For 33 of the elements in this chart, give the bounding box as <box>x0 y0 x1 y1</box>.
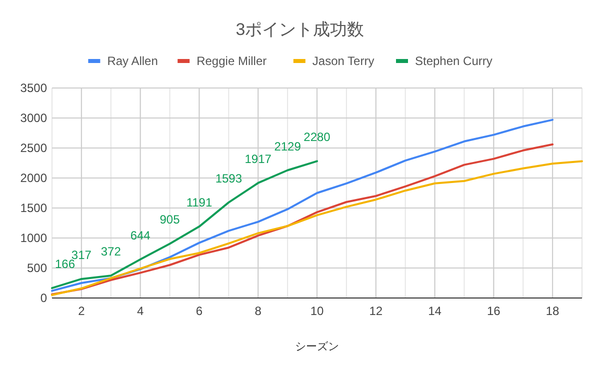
x-axis-title: シーズン <box>295 341 339 353</box>
y-tick-label: 3500 <box>20 81 48 95</box>
legend-label: Jason Terry <box>312 54 374 68</box>
y-tick-label: 2500 <box>20 141 48 155</box>
data-label: 644 <box>130 228 151 242</box>
data-label: 1593 <box>215 171 242 186</box>
x-tick-label: 10 <box>310 304 324 318</box>
data-label: 1917 <box>244 152 272 166</box>
x-tick-label: 14 <box>428 304 442 318</box>
y-tick-label: 2000 <box>20 171 48 185</box>
y-tick-label: 1000 <box>20 231 48 245</box>
x-tick-label: 16 <box>486 304 501 318</box>
legend-label: Ray Allen <box>107 54 158 68</box>
y-tick-label: 0 <box>40 291 48 305</box>
x-tick-label: 6 <box>196 304 203 318</box>
x-tick-label: 4 <box>136 304 144 318</box>
data-label: 2280 <box>304 130 331 144</box>
chart-title: 3ポイント成功数 <box>236 20 364 39</box>
y-tick-label: 1500 <box>20 201 48 215</box>
y-tick-label: 500 <box>26 261 48 275</box>
line-series <box>51 143 554 296</box>
x-tick-label: 12 <box>369 304 383 318</box>
y-tick-label: 3000 <box>20 111 48 125</box>
data-label: 905 <box>160 212 180 227</box>
x-tick-label: 2 <box>78 304 86 318</box>
line-series <box>51 118 554 292</box>
legend-label: Stephen Curry <box>415 54 492 68</box>
data-label: 1191 <box>186 196 212 210</box>
legend-label: Reggie Miller <box>196 54 267 68</box>
x-tick-label: 18 <box>546 304 560 318</box>
data-label: 372 <box>100 244 122 259</box>
data-label: 2129 <box>274 139 302 154</box>
x-tick-label: 8 <box>254 304 262 318</box>
